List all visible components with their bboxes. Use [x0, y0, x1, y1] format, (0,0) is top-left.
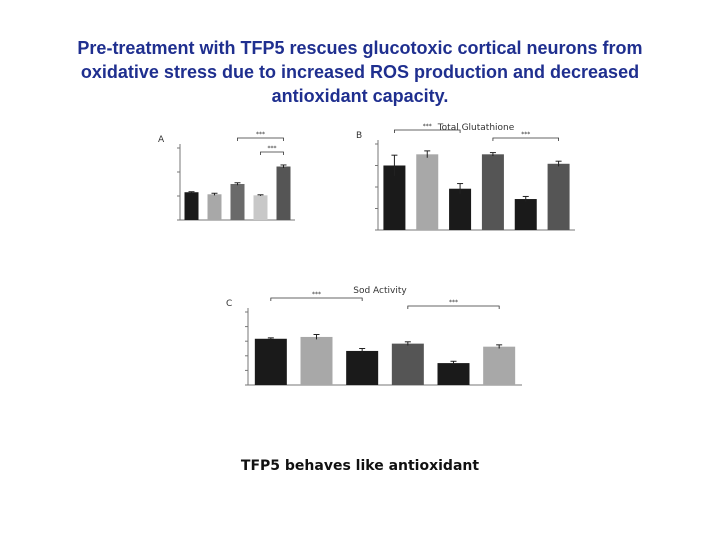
panel-a-chart: A ******: [158, 131, 295, 221]
panel-title: Total Glutathione: [437, 123, 515, 133]
significance-bracket: [270, 297, 363, 301]
bar: [253, 195, 268, 220]
title-line-1: Pre-treatment with TFP5 rescues glucotox…: [77, 38, 643, 58]
significance-label: ***: [423, 123, 432, 130]
bar: [346, 350, 379, 385]
significance-bracket: [237, 137, 284, 141]
bar: [254, 338, 287, 385]
significance-label: ***: [521, 131, 530, 138]
panel-letter: A: [158, 135, 165, 145]
panel-letter: B: [356, 131, 362, 141]
bar: [483, 346, 516, 385]
bar: [230, 184, 245, 220]
panel-b-chart: B Total Glutathione *** ***: [356, 123, 575, 231]
bar: [207, 194, 222, 220]
significance-label: ***: [449, 299, 458, 306]
significance-bracket: [260, 151, 284, 155]
significance-label: ***: [312, 291, 321, 298]
bar: [184, 192, 199, 220]
bar: [437, 363, 470, 385]
bar: [276, 166, 291, 220]
panel-c-chart: C Sod Activity *** ***: [226, 286, 522, 386]
bar: [391, 343, 424, 385]
title-line-3: antioxidant capacity.: [271, 86, 449, 106]
bar: [300, 336, 333, 385]
panel-title: Sod Activity: [353, 286, 407, 296]
significance-label: ***: [268, 145, 277, 152]
bar: [481, 154, 504, 230]
significance-label: ***: [256, 131, 265, 138]
bar: [416, 154, 439, 230]
significance-bracket: [492, 137, 559, 141]
bar: [449, 188, 472, 230]
title-line-2: oxidative stress due to increased ROS pr…: [80, 62, 640, 82]
bar: [514, 199, 537, 230]
slide-title: Pre-treatment with TFP5 rescues glucotox…: [20, 36, 700, 108]
significance-bracket: [407, 305, 500, 309]
panel-letter: C: [226, 299, 232, 309]
bar: [383, 165, 406, 230]
significance-bracket: [394, 129, 461, 133]
bar: [547, 163, 570, 230]
slide-caption: TFP5 behaves like antioxidant: [240, 458, 480, 474]
